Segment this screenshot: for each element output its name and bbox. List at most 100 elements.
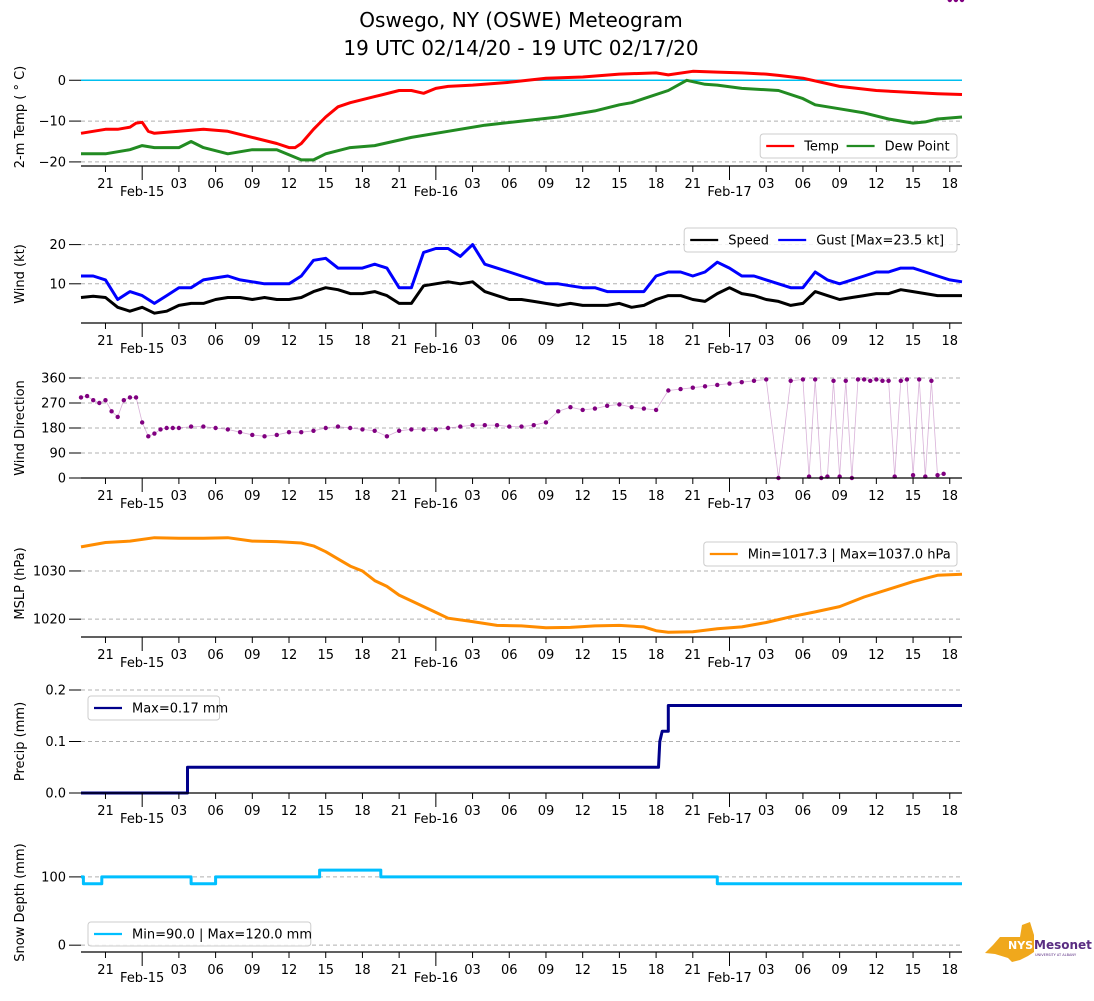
x-tick-label: 06 [501,177,518,192]
x-tick-label: 03 [464,963,481,978]
data-point [751,378,757,383]
x-tick-label: 15 [611,177,628,192]
x-tick-label: 09 [538,177,555,192]
x-tick-label: 03 [758,648,775,663]
data-point [121,398,127,403]
y-tick-label: 20 [49,238,66,253]
x-tick-label: 09 [244,489,261,504]
x-tick-label: 21 [97,489,114,504]
data-point [311,428,316,433]
x-tick-label: 12 [281,804,298,819]
x-tick-label: 03 [171,177,188,192]
x-tick-label: 12 [574,489,591,504]
x-tick-label: 21 [97,648,114,663]
data-point [880,378,885,383]
x-day-label: Feb-15 [120,497,164,512]
x-tick-label: 03 [758,804,775,819]
x-tick-label: 03 [171,489,188,504]
x-tick-label: 18 [941,489,958,504]
y-tick-label: 0 [58,74,66,89]
nys-mesonet-logo: NYS Mesonet UNIVERSITY AT ALBANY [985,922,1092,962]
legend-label: Gust [Max=23.5 kt] [816,234,944,249]
y-tick-label: 10 [49,277,66,292]
x-tick-label: 09 [538,334,555,349]
x-tick-label: 06 [501,489,518,504]
data-point [274,432,279,438]
series-line-precip [81,704,962,795]
x-tick-label: 12 [574,963,591,978]
x-tick-label: 21 [97,804,114,819]
x-tick-label: 12 [281,648,298,663]
data-point [592,406,598,411]
x-tick-label: 06 [795,177,812,192]
data-point [935,473,940,478]
x-tick-label: 03 [758,334,775,349]
x-day-label: Feb-15 [120,342,164,357]
y-axis-label: Snow Depth (mm) [13,843,28,961]
data-point [898,378,904,383]
x-tick-label: 03 [171,804,188,819]
chart-title-line1: Oswego, NY (OSWE) Meteogram [359,8,682,32]
x-tick-label: 21 [391,334,408,349]
x-tick-label: 12 [868,489,885,504]
data-point [433,427,439,432]
x-tick-label: 21 [685,334,702,349]
data-point [947,0,952,3]
x-day-label: Feb-16 [414,656,458,671]
x-tick-label: 18 [354,489,371,504]
x-tick-label: 18 [941,963,958,978]
x-tick-label: 03 [171,963,188,978]
chart-title-line2: 19 UTC 02/14/20 - 19 UTC 02/17/20 [343,36,698,60]
panel-mslp: 1030 1020 MSLP (hPa) 21 03 06 09 12 15 18 21 03 06 09… [13,536,963,671]
x-tick-label: 03 [464,648,481,663]
legend-label: Min=1017.3 | Max=1037.0 hPa [748,548,951,563]
x-tick-label: 09 [244,963,261,978]
x-tick-label: 09 [831,334,848,349]
data-point [788,378,793,383]
x-tick-label: 06 [207,334,224,349]
x-tick-label: 21 [97,334,114,349]
x-tick-label: 15 [317,804,334,819]
data-point [115,414,120,420]
legend-box [87,695,221,721]
data-point [299,429,304,435]
x-day-label: Feb-16 [414,971,458,986]
legend-label: Max=0.17 mm [132,702,228,717]
x-tick-label: 18 [354,334,371,349]
y-tick-label: 0.1 [45,735,66,750]
x-tick-label: 06 [795,489,812,504]
y-tick-label: 90 [49,447,66,462]
y-axis-label: MSLP (hPa) [13,547,28,619]
x-tick-label: 03 [171,648,188,663]
data-point [262,434,267,439]
y-tick-label: 0.0 [45,787,66,802]
panel-precip: 0.2 0.1 0.0 Precip (mm) 21 03 06 09 12 15 18 21 03 06… [13,684,962,827]
data-point [176,425,182,431]
x-tick-label: 15 [905,963,922,978]
x-tick-label: 06 [207,177,224,192]
x-tick-label: 12 [868,334,885,349]
x-tick-label: 12 [574,648,591,663]
x-tick-label: 15 [905,804,922,819]
x-tick-label: 06 [501,648,518,663]
x-tick-label: 06 [795,334,812,349]
data-point [702,384,708,389]
y-axis-label: Wind Direction [13,380,28,476]
y-axis-label: Precip (mm) [13,702,28,781]
data-point [855,377,861,382]
x-tick-label: 06 [501,963,518,978]
series-line-dew-point [81,78,963,162]
data-point [372,428,377,433]
x-tick-label: 21 [685,177,702,192]
x-tick-label: 15 [905,648,922,663]
data-point [127,395,133,400]
x-tick-label: 18 [354,804,371,819]
y-tick-label: 270 [41,397,66,412]
legend-label: Temp [803,140,839,155]
y-tick-label: 0 [58,939,66,954]
legend-box [703,541,958,567]
x-tick-label: 21 [391,489,408,504]
x-day-label: Feb-17 [707,812,751,827]
data-point [225,427,231,432]
